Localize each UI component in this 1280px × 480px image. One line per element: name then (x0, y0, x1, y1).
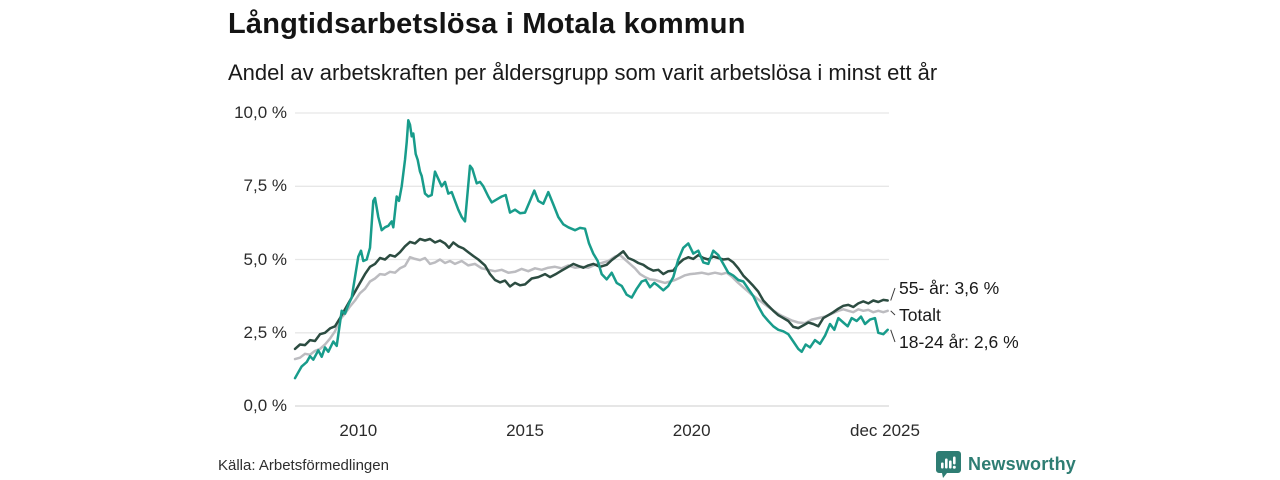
y-tick-label: 0,0 % (243, 396, 287, 415)
series-line-dark_green (293, 237, 889, 351)
y-tick-label: 10,0 % (234, 103, 287, 122)
series-end-label: 18-24 år: 2,6 % (899, 332, 1019, 352)
brand-lockup: Newsworthy (936, 451, 1076, 478)
x-tick-label: 2015 (506, 421, 544, 440)
series-end-label: Totalt (899, 305, 941, 325)
x-tick-label: 2020 (672, 421, 711, 440)
x-tick-label: dec 2025 (850, 421, 920, 440)
label-connector (890, 329, 896, 343)
label-connector (890, 287, 896, 301)
newsworthy-logo-icon (936, 451, 961, 478)
y-tick-label: 5,0 % (243, 249, 287, 269)
brand-name: Newsworthy (968, 454, 1077, 474)
y-tick-label: 2,5 % (243, 322, 287, 342)
chart-subtitle: Andel av arbetskraften per åldersgrupp s… (228, 60, 938, 85)
y-tick-label: 7,5 % (243, 176, 287, 196)
label-connector (890, 310, 896, 316)
series-line-teal (293, 119, 889, 380)
series-end-label: 55- år: 3,6 % (899, 278, 1000, 298)
x-tick-label: 2010 (339, 421, 378, 440)
page-title: Långtidsarbetslösa i Motala kommun (228, 8, 746, 40)
series-line-gray (293, 253, 889, 361)
source-note: Källa: Arbetsförmedlingen (218, 457, 389, 474)
